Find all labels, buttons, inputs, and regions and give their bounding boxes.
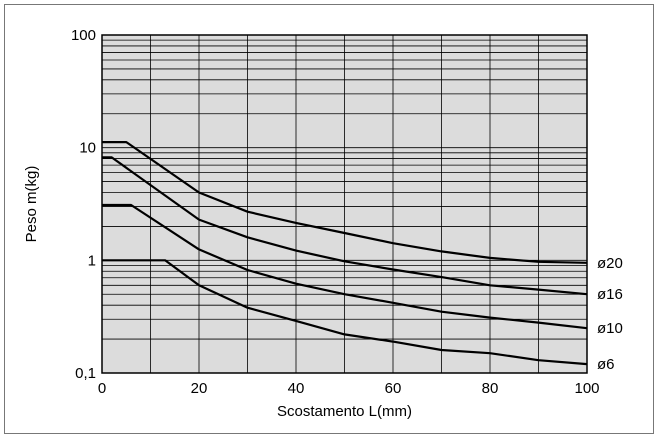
series-line-1 bbox=[102, 156, 588, 296]
series-line-3 bbox=[102, 259, 588, 366]
series-label-0: ø20 bbox=[597, 255, 623, 272]
series-line-0 bbox=[102, 141, 588, 264]
x-tick-label: 40 bbox=[288, 380, 305, 397]
series-label-2: ø10 bbox=[597, 320, 623, 337]
y-tick-label: 1 bbox=[88, 252, 96, 269]
x-tick-label: 20 bbox=[191, 380, 208, 397]
y-tick-label: 100 bbox=[71, 27, 96, 44]
series-labels: ø20 ø16 ø10 ø6 bbox=[597, 255, 623, 373]
x-tick-label: 0 bbox=[98, 380, 106, 397]
series-lines bbox=[102, 141, 588, 366]
y-axis-label: Peso m(kg) bbox=[23, 166, 40, 243]
x-tick-labels: 0 20 40 60 80 100 bbox=[98, 380, 600, 397]
x-axis-label: Scostamento L(mm) bbox=[277, 403, 412, 420]
x-tick-label: 80 bbox=[482, 380, 499, 397]
series-line-2 bbox=[102, 203, 588, 330]
series-label-1: ø16 bbox=[597, 286, 623, 303]
y-tick-label: 10 bbox=[79, 140, 96, 157]
grid bbox=[102, 35, 587, 373]
y-tick-labels: 0,1 1 10 100 bbox=[71, 27, 96, 382]
series-label-3: ø6 bbox=[597, 356, 615, 373]
x-tick-label: 60 bbox=[385, 380, 402, 397]
x-tick-label: 100 bbox=[574, 380, 599, 397]
y-tick-label: 0,1 bbox=[75, 365, 96, 382]
